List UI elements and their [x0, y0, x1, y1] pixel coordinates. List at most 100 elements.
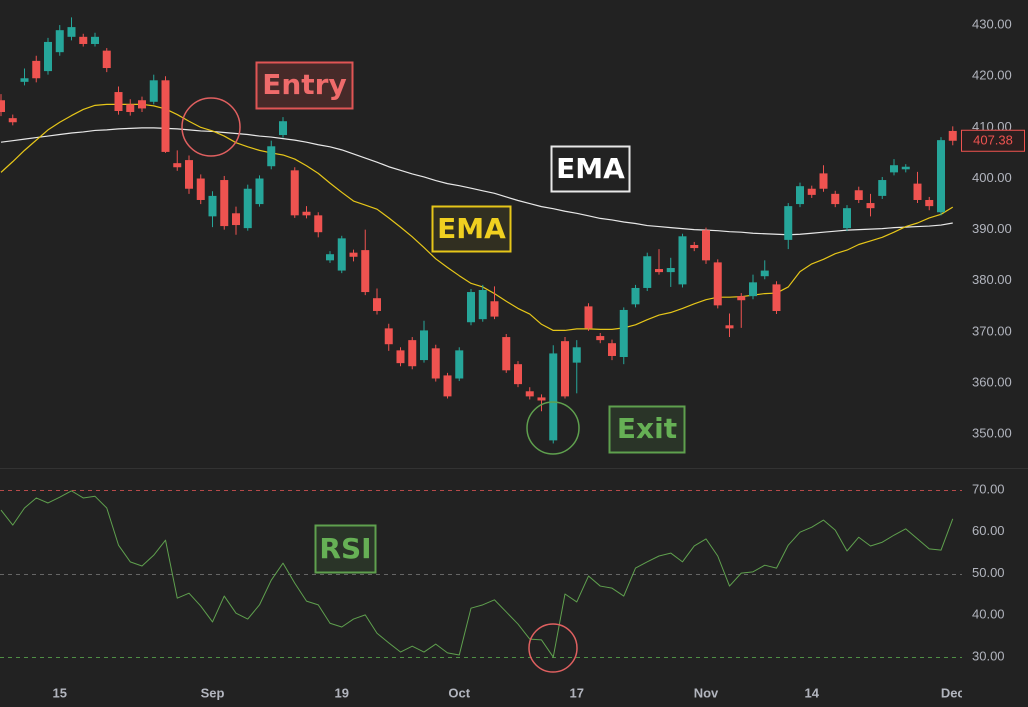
candle-body [314, 215, 323, 233]
candle-body [948, 130, 957, 141]
candle-body [572, 347, 581, 363]
y-tick-label: 350.00 [972, 426, 1012, 441]
y-tick-label: 420.00 [972, 68, 1012, 83]
candle-body [67, 27, 76, 37]
candle-body [20, 78, 29, 82]
x-tick-label: 19 [335, 685, 349, 700]
candle-body [349, 252, 358, 257]
candle-body [831, 193, 840, 205]
exit-circle [526, 401, 580, 455]
candle-body [878, 180, 887, 196]
y-tick-label: 390.00 [972, 221, 1012, 236]
candle-body [608, 343, 616, 356]
plot-area: 15 Sep 19 Oct 17 Nov 14 Dec [0, 17, 962, 700]
candle-body [490, 301, 499, 317]
candle-body [431, 348, 440, 379]
candle-body [91, 36, 99, 44]
candle-body [925, 199, 934, 207]
candle-body [337, 238, 346, 271]
candle-body [326, 254, 334, 261]
x-tick-label: Sep [201, 685, 225, 700]
candle-body [126, 104, 135, 113]
last-price-label: 407.38 [973, 133, 1013, 148]
candle-body [561, 341, 569, 397]
candle-body [702, 230, 710, 261]
y-tick-label: 60.00 [972, 523, 1005, 538]
candle-body [619, 309, 628, 358]
candle-body [854, 190, 863, 200]
candle-body [138, 100, 146, 109]
series-line [0, 103, 954, 332]
y-tick-label: 40.00 [972, 607, 1005, 622]
candle-body [79, 36, 88, 44]
candle-body [596, 336, 605, 341]
candle-body [549, 353, 558, 441]
candle-body [784, 206, 793, 240]
candle-body [819, 173, 828, 189]
rsi-box [314, 524, 377, 574]
candle-body [279, 121, 287, 136]
series-line [0, 490, 954, 658]
candle-body [843, 208, 851, 229]
ema-slow-label: EMA [556, 152, 625, 185]
y-tick-label: 70.00 [972, 481, 1005, 496]
x-tick-label: 14 [805, 685, 820, 700]
axes: 350.00360.00370.00380.00390.00400.00410.… [961, 16, 1025, 663]
candle-body [690, 244, 699, 249]
candle-body [749, 282, 757, 297]
candle-body [901, 166, 910, 170]
candle-body [725, 325, 734, 329]
y-tick-label: 400.00 [972, 170, 1012, 185]
candle-body [655, 269, 663, 273]
candle-body [232, 213, 240, 226]
y-tick-label: 30.00 [972, 648, 1005, 663]
rsi-label: RSI [319, 532, 371, 565]
entry-box [255, 61, 354, 110]
candle-body [537, 397, 546, 401]
ema-fast-label: EMA [437, 212, 506, 245]
candle-body [149, 80, 158, 102]
candle-body [631, 287, 640, 305]
candle-body [302, 211, 311, 216]
candle-body [114, 92, 123, 111]
x-tick-label: Nov [694, 685, 719, 700]
candle-body [443, 375, 452, 397]
candle-body [937, 140, 945, 213]
candle-body [807, 188, 816, 195]
y-tick-label: 50.00 [972, 565, 1005, 580]
candle-body [373, 298, 381, 311]
candle-body [467, 292, 475, 323]
candle-body [455, 350, 464, 379]
candle-body [290, 170, 299, 216]
candle-body [32, 60, 41, 79]
x-tick-label: 17 [570, 685, 584, 700]
candle-body [913, 183, 922, 200]
candle-body [584, 306, 593, 329]
exit-box [608, 405, 686, 454]
rsi-low-circle [528, 623, 578, 673]
x-tick-label: Oct [448, 685, 470, 700]
ema-slow-box [550, 145, 631, 193]
y-tick-label: 370.00 [972, 323, 1012, 338]
candle-body [55, 30, 64, 53]
y-tick-label: 380.00 [972, 272, 1012, 287]
entry-circle [181, 97, 241, 157]
candle-body [361, 250, 370, 293]
y-tick-label: 430.00 [972, 16, 1012, 31]
y-tick-label: 360.00 [972, 375, 1012, 390]
candle-body [737, 296, 746, 301]
candle-body [502, 337, 511, 371]
candle-body [0, 100, 5, 113]
candle-body [760, 270, 769, 277]
candle-body [678, 236, 687, 285]
candle-body [890, 165, 898, 173]
candle-body [772, 284, 781, 311]
candle-body [220, 180, 229, 227]
candle-body [44, 41, 52, 72]
candle-body [208, 195, 217, 217]
candle-body [866, 203, 875, 209]
candle-body [196, 178, 205, 200]
candle-body [713, 262, 722, 306]
candle-body [796, 186, 804, 205]
